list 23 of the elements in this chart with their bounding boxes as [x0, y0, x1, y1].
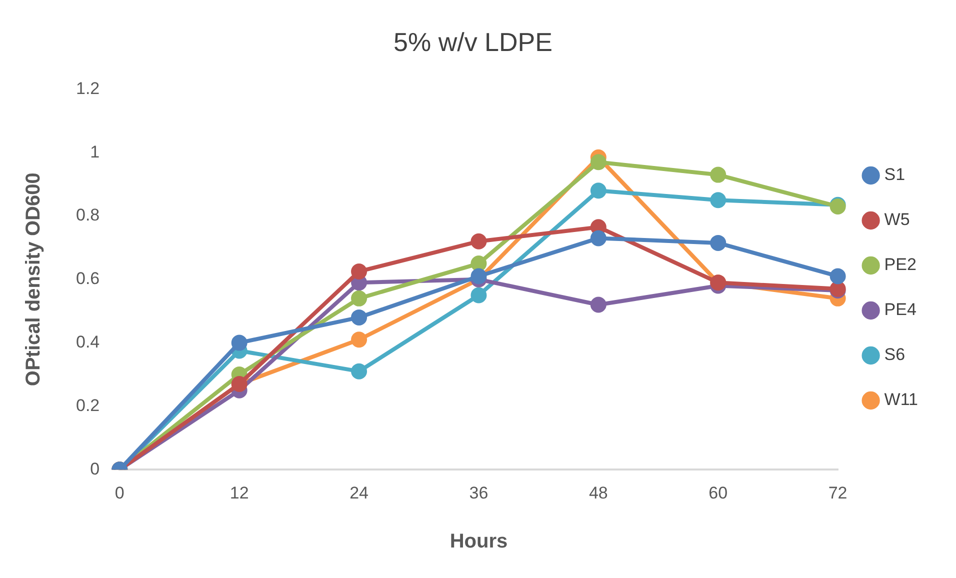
x-tick-label: 36 — [469, 483, 488, 502]
y-tick-label: 0.4 — [76, 332, 100, 352]
y-tick-label: 0 — [90, 459, 100, 478]
x-tick-label: 0 — [114, 483, 124, 502]
x-tick-label: 12 — [230, 483, 249, 502]
y-tick-label: 1.2 — [76, 78, 100, 98]
x-axis-title: Hours — [450, 530, 508, 553]
x-tick-label: 60 — [708, 483, 728, 502]
x-tick-label: 72 — [828, 483, 848, 502]
legend-label: PE2 — [884, 255, 916, 274]
legend-label: S6 — [884, 345, 906, 364]
y-tick-label: 0.2 — [76, 396, 100, 415]
y-tick-label: 1 — [90, 142, 100, 162]
legend-label: S1 — [884, 165, 906, 184]
y-axis-title: OPtical density OD600 — [22, 172, 45, 386]
chart-title: 5% w/v LDPE — [394, 26, 552, 57]
y-tick-label: 0.6 — [76, 269, 100, 288]
y-tick-label: 0.8 — [76, 206, 100, 225]
x-tick-label: 48 — [588, 483, 608, 502]
legend-label: W11 — [884, 390, 918, 410]
legend-label: PE4 — [884, 300, 916, 320]
x-tick-label: 24 — [350, 483, 368, 502]
legend-label: W5 — [884, 210, 910, 230]
